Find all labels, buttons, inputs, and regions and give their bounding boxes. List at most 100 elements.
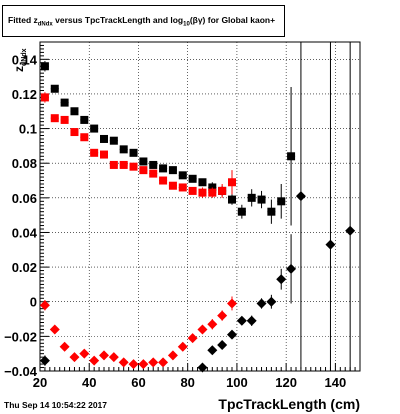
y-tick-label: 0.06	[12, 191, 37, 206]
data-point-square	[159, 176, 168, 185]
data-point-diamond	[207, 319, 218, 330]
data-point-diamond	[246, 315, 257, 326]
data-point-square	[109, 136, 118, 145]
data-point-square	[178, 171, 187, 180]
data-point-square	[178, 183, 187, 192]
data-point-square	[159, 164, 168, 173]
y-tick-label: 0.08	[12, 156, 37, 171]
data-point-square	[100, 134, 108, 143]
data-point-square	[218, 186, 227, 195]
data-point-square	[149, 169, 158, 178]
data-point-square	[237, 207, 246, 216]
plot-frame	[39, 41, 361, 372]
data-point-diamond	[158, 357, 169, 368]
data-point-diamond	[286, 263, 297, 274]
data-point-diamond	[227, 329, 237, 340]
x-tick-label: 60	[131, 375, 145, 390]
data-point-square	[100, 150, 108, 159]
data-point-diamond	[39, 300, 50, 311]
data-point-diamond	[99, 350, 109, 361]
data-point-diamond	[49, 324, 60, 335]
y-tick-label: 0.02	[12, 260, 37, 275]
data-point-square	[287, 152, 296, 161]
data-point-square	[277, 197, 286, 206]
y-axis-label: zdNdx	[12, 48, 28, 72]
data-point-square	[139, 157, 148, 166]
data-point-diamond	[266, 296, 277, 307]
title-box: Fitted zdNdx versus TpcTrackLength and l…	[2, 5, 285, 37]
data-point-diamond	[177, 341, 188, 352]
x-tick-label: 120	[275, 375, 297, 390]
data-point-square	[60, 115, 69, 124]
data-point-square	[40, 93, 49, 102]
y-tick-label: 0	[30, 295, 37, 310]
data-point-square	[60, 98, 69, 107]
data-point-diamond	[227, 298, 237, 309]
data-point-diamond	[197, 362, 208, 373]
series-2	[39, 42, 356, 373]
data-point-square	[247, 193, 256, 202]
x-tick-label: 80	[180, 375, 194, 390]
data-marks	[39, 42, 356, 373]
y-tick-label: −0.02	[4, 329, 37, 344]
data-point-square	[129, 148, 138, 157]
data-point-diamond	[59, 341, 70, 352]
data-point-square	[109, 160, 118, 169]
data-point-square	[129, 162, 138, 171]
data-point-square	[90, 124, 99, 133]
chart-title: Fitted zdNdx versus TpcTrackLength and l…	[8, 15, 276, 28]
data-point-diamond	[207, 345, 218, 356]
data-point-diamond	[39, 355, 50, 366]
data-point-diamond	[138, 359, 149, 370]
data-point-diamond	[236, 315, 247, 326]
data-point-square	[198, 188, 207, 197]
data-point-diamond	[128, 359, 139, 370]
data-point-square	[188, 186, 197, 195]
data-point-square	[40, 62, 49, 71]
x-tick-label: 20	[33, 375, 47, 390]
x-tick-label: 40	[82, 375, 96, 390]
data-point-diamond	[108, 352, 119, 363]
gridlines	[39, 42, 360, 372]
data-point-square	[267, 207, 276, 216]
data-point-diamond	[256, 298, 267, 309]
data-point-square	[80, 133, 89, 142]
y-tick-label: 0.14	[12, 52, 38, 67]
data-point-square	[208, 188, 217, 197]
data-point-square	[50, 114, 59, 123]
data-point-diamond	[217, 310, 228, 321]
data-point-square	[70, 128, 79, 137]
timestamp: Thu Sep 14 10:54:22 2017	[4, 400, 108, 410]
y-tick-label: −0.04	[4, 364, 38, 379]
series-0	[40, 61, 296, 226]
data-point-square	[50, 84, 59, 93]
data-point-diamond	[276, 274, 287, 285]
svg-text:zdNdx: zdNdx	[12, 48, 28, 72]
data-point-square	[228, 178, 236, 187]
data-point-square	[149, 160, 158, 169]
data-point-square	[90, 148, 99, 157]
data-point-square	[119, 160, 128, 169]
data-point-diamond	[325, 239, 336, 250]
data-point-diamond	[69, 352, 80, 363]
axis-ticks: 20 40 60 80 100 120 140 −0.04 −0.02 0 0.02 0.04 0.06…	[4, 41, 361, 390]
y-tick-label: 0.04	[12, 225, 38, 240]
data-point-square	[228, 195, 236, 204]
data-point-square	[168, 181, 177, 190]
data-point-square	[139, 166, 148, 175]
x-axis-label: TpcTrackLength (cm)	[218, 396, 360, 412]
data-point-square	[119, 145, 128, 154]
data-point-square	[198, 178, 207, 187]
data-point-diamond	[118, 357, 129, 368]
data-point-diamond	[345, 225, 356, 236]
data-point-diamond	[167, 350, 178, 361]
series-1	[40, 92, 236, 198]
data-point-diamond	[187, 333, 198, 344]
data-point-square	[188, 174, 197, 183]
data-point-diamond	[89, 355, 100, 366]
series-3	[39, 296, 237, 370]
data-point-diamond	[148, 357, 159, 368]
data-point-square	[257, 195, 266, 204]
data-point-diamond	[217, 340, 228, 351]
